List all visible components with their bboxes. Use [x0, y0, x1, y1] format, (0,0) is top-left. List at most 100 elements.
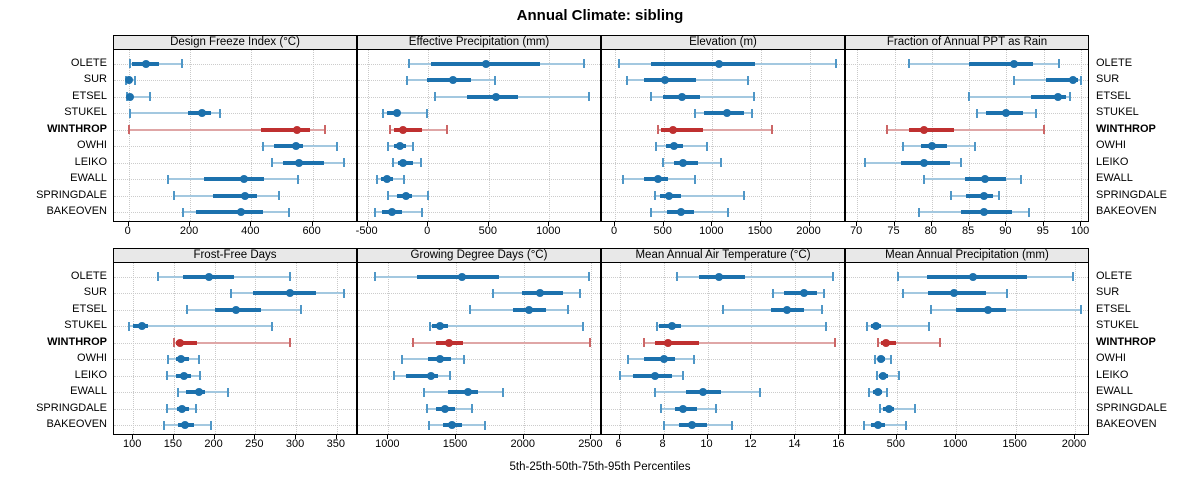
panel-header-mean-annual-precipitation-mm: Mean Annual Precipitation (mm) [845, 248, 1089, 263]
whisker-cap-high [720, 158, 723, 167]
whisker-cap-low [918, 207, 921, 217]
median-dot-owhi [177, 355, 186, 363]
axis-tick-label: 150 [163, 438, 183, 450]
axis-tick-label: 1500 [1002, 438, 1027, 450]
whisker-cap-high [299, 305, 302, 314]
gridline-vertical [488, 50, 490, 221]
median-dot-winthrop [293, 125, 302, 134]
whisker-cap-low [229, 288, 232, 298]
panel-plot-elevation-m [601, 49, 845, 222]
whisker-cap-high [897, 371, 900, 380]
whisker-cap-high [336, 141, 339, 151]
interquartile-bar-sur [1045, 78, 1079, 82]
whisker-cap-high [148, 92, 151, 101]
whisker-cap-low [405, 75, 408, 85]
whisker-cap-low [425, 404, 428, 413]
panel-header-mean-annual-air-temperature-c: Mean Annual Air Temperature (°C) [601, 248, 845, 263]
median-dot-stukel [392, 109, 401, 117]
panel-plot-mean-annual-precipitation-mm [845, 262, 1089, 435]
whisker-cap-low [423, 387, 426, 397]
median-dot-stukel [668, 322, 677, 330]
axis-tick [1074, 435, 1076, 439]
interquartile-bar-bakeoven [195, 210, 263, 214]
median-dot-leiko [179, 371, 188, 380]
panel-header-effective-precipitation-mm: Effective Precipitation (mm) [357, 35, 601, 50]
gridline-horizontal [114, 425, 356, 426]
whisker-cap-high [759, 387, 762, 397]
gridline-horizontal [358, 113, 600, 114]
whisker-cap-low [874, 354, 877, 364]
site-label-right-stukel: STUKEL [1096, 106, 1139, 118]
median-dot-etsel [125, 92, 134, 101]
site-label-right-springdale: SPRINGDALE [1096, 401, 1167, 414]
median-dot-bakeoven [447, 421, 456, 429]
gridline-vertical [133, 263, 135, 434]
whisker-cap-low [627, 354, 630, 364]
median-dot-springdale [980, 191, 989, 200]
site-label-left-ewall: EWALL [70, 385, 107, 397]
gridline-horizontal [358, 162, 600, 164]
whisker-cap-high [471, 404, 474, 413]
axis-tick [250, 222, 252, 226]
gridline-horizontal [114, 80, 356, 81]
percentile-whisker-winthrop [643, 341, 835, 344]
whisker-cap-low [649, 207, 652, 217]
axis-tick-label: 400 [241, 225, 260, 237]
site-label-right-springdale: SPRINGDALE [1096, 188, 1167, 201]
whisker-cap-high [770, 125, 773, 134]
site-label-left-sur: SUR [83, 73, 107, 85]
whisker-cap-low [642, 338, 645, 347]
site-label-left-ewall: EWALL [70, 172, 107, 184]
axis-tick-label: 14 [788, 438, 801, 450]
median-dot-springdale [884, 404, 893, 413]
site-label-left-leiko: LEIKO [74, 368, 107, 381]
whisker-cap-high [715, 404, 718, 413]
gridline-vertical [312, 50, 314, 221]
median-dot-etsel [492, 92, 501, 101]
axis-tick [522, 435, 524, 439]
whisker-cap-high [885, 387, 888, 397]
gridline-vertical [296, 263, 298, 434]
site-label-left-stukel: STUKEL [64, 106, 107, 118]
axis-tick-label: 90 [999, 225, 1012, 237]
whisker-cap-high [938, 338, 941, 347]
gridline-vertical [760, 50, 762, 221]
whisker-cap-low [375, 174, 378, 184]
site-label-right-sur: SUR [1096, 73, 1120, 85]
interquartile-bar-owhi [274, 144, 304, 148]
median-dot-olete [714, 59, 723, 68]
whisker-cap-high [1034, 108, 1037, 118]
axis-tick-label: -500 [355, 225, 378, 237]
whisker-cap-low [185, 305, 188, 314]
median-dot-olete [204, 272, 213, 281]
axis-tick [614, 222, 616, 226]
axis-tick [893, 222, 895, 226]
axis-tick-label: 70 [850, 225, 863, 237]
whisker-cap-high [226, 387, 229, 397]
axis-tick-label: 200 [179, 225, 199, 237]
gridline-horizontal [358, 195, 600, 197]
axis-tick [1005, 222, 1007, 226]
percentile-whisker-winthrop [173, 341, 291, 344]
gridline-horizontal [846, 113, 1088, 114]
whisker-cap-high [928, 321, 931, 331]
site-label-left-owhi: OWHI [77, 139, 107, 151]
median-dot-etsel [782, 305, 791, 314]
axis-tick [366, 222, 368, 226]
median-dot-etsel [231, 305, 240, 314]
percentile-whisker-olete [676, 275, 833, 278]
median-dot-sur [949, 289, 958, 297]
whisker-cap-low [875, 371, 878, 380]
axis-tick [794, 435, 796, 439]
whisker-cap-high [834, 338, 836, 347]
interquartile-bar-winthrop [654, 340, 699, 345]
whisker-cap-low [694, 108, 697, 118]
median-dot-ewall [463, 388, 472, 396]
whisker-cap-high [421, 207, 424, 217]
interquartile-bar-leiko [282, 160, 324, 165]
whisker-cap-low [400, 354, 403, 364]
axis-tick-label: 1000 [942, 438, 968, 450]
whisker-cap-low [468, 305, 471, 314]
axis-tick [387, 435, 389, 439]
whisker-cap-high [727, 207, 730, 217]
